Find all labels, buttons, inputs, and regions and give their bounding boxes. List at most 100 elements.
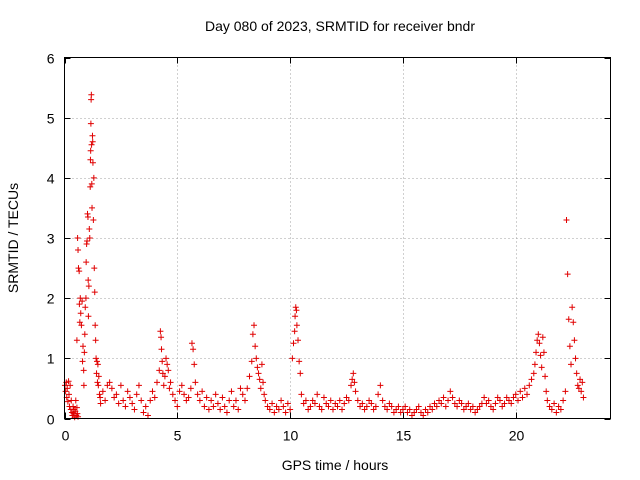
data-point xyxy=(469,403,476,410)
data-point xyxy=(87,156,94,163)
data-point xyxy=(271,409,278,416)
data-point xyxy=(390,409,397,416)
data-point xyxy=(210,403,217,410)
data-point xyxy=(397,409,404,416)
data-point xyxy=(422,406,429,413)
data-point xyxy=(164,361,171,368)
y-tick-label: 5 xyxy=(47,111,55,127)
data-point xyxy=(370,406,377,413)
data-point xyxy=(372,403,379,410)
data-point xyxy=(570,319,577,326)
data-point xyxy=(413,406,420,413)
data-point xyxy=(176,388,183,395)
data-point xyxy=(305,406,312,413)
data-point xyxy=(564,271,571,278)
data-point xyxy=(241,397,248,404)
data-point xyxy=(249,331,256,338)
data-point xyxy=(104,382,111,389)
data-point xyxy=(323,400,330,407)
data-point xyxy=(535,331,542,338)
data-point xyxy=(212,391,219,398)
data-point xyxy=(183,397,190,404)
data-point xyxy=(307,403,314,410)
data-point xyxy=(451,400,458,407)
data-point xyxy=(82,304,89,311)
data-point xyxy=(230,403,237,410)
data-point xyxy=(199,388,206,395)
data-point xyxy=(73,337,80,344)
data-point xyxy=(530,370,537,377)
data-point xyxy=(519,394,526,401)
data-point xyxy=(75,247,82,254)
data-point xyxy=(262,397,269,404)
data-point xyxy=(85,313,92,320)
data-point xyxy=(76,319,83,326)
data-point xyxy=(524,391,531,398)
data-point xyxy=(514,397,521,404)
data-point xyxy=(531,361,538,368)
data-point xyxy=(368,400,375,407)
data-point xyxy=(578,388,585,395)
data-point xyxy=(78,322,85,329)
data-point xyxy=(181,391,188,398)
data-point xyxy=(67,382,74,389)
data-point xyxy=(569,304,576,311)
data-point xyxy=(280,403,287,410)
data-point xyxy=(375,391,382,398)
y-tick-label: 0 xyxy=(47,412,55,428)
data-point xyxy=(408,412,415,419)
data-point xyxy=(572,355,579,362)
data-point xyxy=(565,316,572,323)
data-point xyxy=(95,373,102,380)
data-point xyxy=(120,397,127,404)
data-point xyxy=(291,328,298,335)
data-point xyxy=(542,373,549,380)
data-point xyxy=(381,403,388,410)
data-point xyxy=(449,394,456,401)
data-point xyxy=(349,376,356,383)
data-point xyxy=(133,391,140,398)
data-point xyxy=(563,216,570,223)
data-point xyxy=(359,400,366,407)
data-point xyxy=(560,397,567,404)
data-point xyxy=(72,397,79,404)
data-point xyxy=(86,225,93,232)
data-point xyxy=(191,361,198,368)
data-point xyxy=(248,358,255,365)
data-point xyxy=(492,400,499,407)
data-point xyxy=(494,394,501,401)
data-point xyxy=(287,406,294,413)
x-axis-title: GPS time / hours xyxy=(282,457,389,473)
data-point xyxy=(295,337,302,344)
data-point xyxy=(431,400,438,407)
data-point xyxy=(361,406,368,413)
data-point xyxy=(318,406,325,413)
data-point xyxy=(203,394,210,401)
data-point xyxy=(445,397,452,404)
data-point xyxy=(293,322,300,329)
data-point xyxy=(160,382,167,389)
data-point xyxy=(555,403,562,410)
data-point xyxy=(577,376,584,383)
data-point xyxy=(551,400,558,407)
data-point xyxy=(499,403,506,410)
data-point xyxy=(257,385,264,392)
data-point xyxy=(140,409,147,416)
data-point xyxy=(289,355,296,362)
data-point xyxy=(406,406,413,413)
data-point xyxy=(77,310,84,317)
data-point xyxy=(366,397,373,404)
data-point xyxy=(345,397,352,404)
data-point xyxy=(316,403,323,410)
y-tick-label: 3 xyxy=(47,231,55,247)
data-point xyxy=(329,406,336,413)
data-point xyxy=(357,403,364,410)
data-point xyxy=(208,397,215,404)
data-point xyxy=(512,391,519,398)
data-point xyxy=(574,382,581,389)
data-point xyxy=(92,322,99,329)
data-point xyxy=(379,397,386,404)
data-point xyxy=(223,409,230,416)
data-point xyxy=(476,403,483,410)
data-point xyxy=(178,382,185,389)
